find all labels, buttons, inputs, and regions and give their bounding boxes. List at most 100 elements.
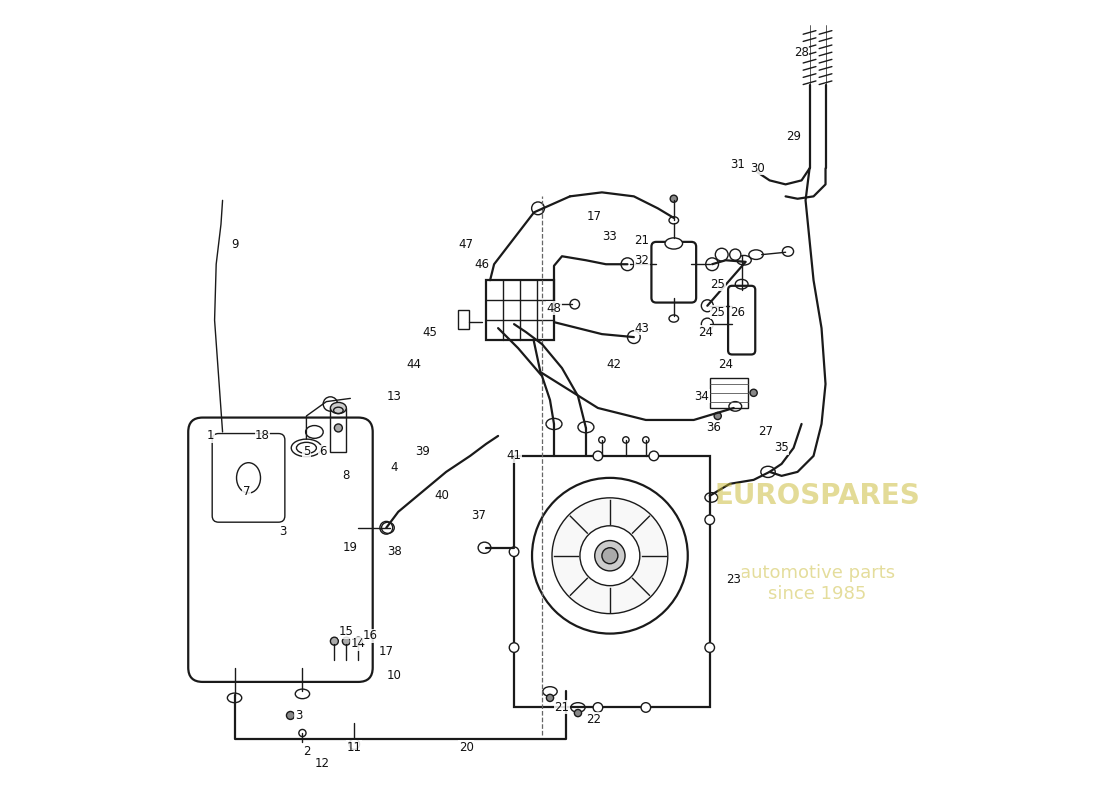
Ellipse shape <box>330 637 339 645</box>
Text: 36: 36 <box>706 422 722 434</box>
Text: 25: 25 <box>711 278 725 290</box>
Ellipse shape <box>286 711 295 719</box>
Ellipse shape <box>236 462 261 493</box>
Ellipse shape <box>621 258 634 270</box>
Text: 12: 12 <box>315 757 330 770</box>
Bar <box>330 408 346 452</box>
Text: 1: 1 <box>207 430 215 442</box>
Text: 24: 24 <box>718 358 734 370</box>
Text: 33: 33 <box>603 230 617 242</box>
Text: 23: 23 <box>726 573 741 586</box>
Ellipse shape <box>349 739 360 750</box>
Ellipse shape <box>705 642 715 652</box>
Ellipse shape <box>509 547 519 557</box>
Ellipse shape <box>379 522 393 534</box>
Text: 2: 2 <box>302 745 310 758</box>
Text: 22: 22 <box>586 713 602 726</box>
Ellipse shape <box>580 526 640 586</box>
Text: 46: 46 <box>474 258 490 270</box>
Ellipse shape <box>296 442 317 454</box>
Ellipse shape <box>642 437 649 443</box>
FancyBboxPatch shape <box>651 242 696 302</box>
Ellipse shape <box>702 300 713 312</box>
Text: 40: 40 <box>434 490 450 502</box>
Bar <box>459 310 469 330</box>
Ellipse shape <box>595 541 625 571</box>
Bar <box>710 378 748 408</box>
Text: 30: 30 <box>750 162 764 175</box>
Text: 28: 28 <box>794 46 808 59</box>
Ellipse shape <box>531 202 544 214</box>
Ellipse shape <box>670 195 678 202</box>
Text: 20: 20 <box>459 741 474 754</box>
Text: 25: 25 <box>711 306 725 318</box>
Text: 38: 38 <box>387 546 402 558</box>
Text: 6: 6 <box>319 446 326 458</box>
Text: 39: 39 <box>415 446 430 458</box>
Text: 7: 7 <box>243 486 251 498</box>
Text: 15: 15 <box>339 625 354 638</box>
Text: 21: 21 <box>554 701 570 714</box>
Ellipse shape <box>641 702 650 712</box>
Ellipse shape <box>330 402 346 414</box>
Ellipse shape <box>705 515 715 525</box>
Text: 13: 13 <box>387 390 402 402</box>
Text: 41: 41 <box>507 450 521 462</box>
Ellipse shape <box>574 710 582 717</box>
Ellipse shape <box>552 498 668 614</box>
Ellipse shape <box>729 249 741 260</box>
Text: 45: 45 <box>422 326 438 338</box>
Text: EUROSPARES: EUROSPARES <box>715 482 921 510</box>
Text: 31: 31 <box>730 158 745 171</box>
Text: 48: 48 <box>547 302 561 314</box>
Ellipse shape <box>749 250 763 259</box>
Text: 26: 26 <box>730 306 745 318</box>
Text: automotive parts
since 1985: automotive parts since 1985 <box>740 564 895 603</box>
Text: 21: 21 <box>635 234 649 246</box>
FancyBboxPatch shape <box>188 418 373 682</box>
Ellipse shape <box>354 637 362 645</box>
Text: 24: 24 <box>698 326 713 338</box>
FancyBboxPatch shape <box>728 286 756 354</box>
Text: 3: 3 <box>278 526 286 538</box>
Text: 42: 42 <box>606 358 621 370</box>
Text: 37: 37 <box>471 510 485 522</box>
Ellipse shape <box>706 258 718 270</box>
Ellipse shape <box>598 437 605 443</box>
Ellipse shape <box>602 548 618 564</box>
Ellipse shape <box>715 248 728 261</box>
Text: 27: 27 <box>758 426 773 438</box>
Bar <box>514 456 710 707</box>
Text: 11: 11 <box>346 741 362 754</box>
Ellipse shape <box>532 478 688 634</box>
Text: 17: 17 <box>586 210 602 223</box>
Ellipse shape <box>323 397 338 411</box>
Text: 18: 18 <box>255 430 270 442</box>
Text: 4: 4 <box>390 462 398 474</box>
Text: 10: 10 <box>387 669 402 682</box>
Text: 35: 35 <box>774 442 789 454</box>
Ellipse shape <box>342 637 350 645</box>
Ellipse shape <box>666 238 683 249</box>
Text: 14: 14 <box>351 637 366 650</box>
Ellipse shape <box>509 642 519 652</box>
Text: 8: 8 <box>343 470 350 482</box>
Ellipse shape <box>702 318 713 330</box>
FancyBboxPatch shape <box>212 434 285 522</box>
Text: 9: 9 <box>231 238 239 250</box>
Ellipse shape <box>299 730 306 737</box>
Text: 19: 19 <box>343 542 358 554</box>
Text: 43: 43 <box>635 322 649 334</box>
Text: 5: 5 <box>302 446 310 458</box>
Text: 44: 44 <box>407 358 421 370</box>
Text: 34: 34 <box>694 390 710 402</box>
Text: 32: 32 <box>635 254 649 266</box>
Ellipse shape <box>714 412 722 419</box>
Text: 47: 47 <box>459 238 474 250</box>
Ellipse shape <box>570 299 580 309</box>
Ellipse shape <box>750 390 757 397</box>
Text: 17: 17 <box>378 645 394 658</box>
Ellipse shape <box>593 451 603 461</box>
Ellipse shape <box>547 694 553 702</box>
Ellipse shape <box>334 424 342 432</box>
